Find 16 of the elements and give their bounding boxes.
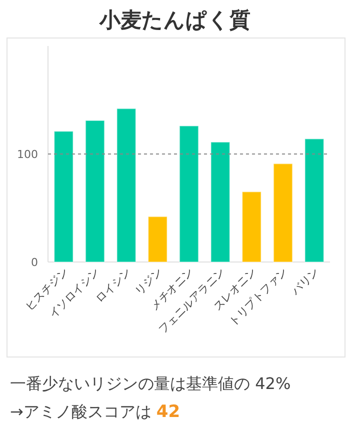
bar — [304, 138, 324, 262]
bar — [210, 142, 230, 262]
chart-title: 小麦たんぱく質 — [98, 8, 250, 32]
bar — [54, 130, 74, 262]
text: →アミノ酸スコアは — [10, 402, 152, 421]
bar — [148, 216, 168, 262]
y-tick-label: 0 — [31, 256, 38, 269]
text: 一番少ないリジンの量は基準値の 42% — [10, 374, 291, 393]
text: 42 — [156, 402, 180, 422]
bar — [242, 191, 262, 262]
bar — [85, 120, 105, 262]
bar — [179, 125, 199, 262]
x-tick-label: バリン — [288, 264, 322, 298]
bar — [116, 108, 136, 262]
bar — [273, 163, 293, 262]
y-tick-label: 100 — [17, 148, 38, 161]
